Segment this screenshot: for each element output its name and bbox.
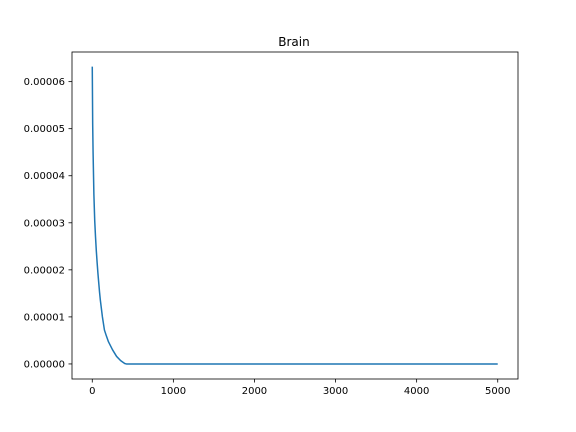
y-tick-label: 0.00002 (24, 265, 65, 276)
plot-series (91, 66, 498, 365)
y-tick-label: 0.00003 (24, 218, 65, 229)
x-axis: 0 1000 2000 3000 4000 5000 (89, 379, 510, 397)
x-tick-label: 1000 (161, 386, 186, 397)
plot-frame (71, 51, 519, 380)
y-tick-label: 0.00005 (24, 124, 65, 135)
x-tick-label: 3000 (323, 386, 348, 397)
x-tick-label: 4000 (404, 386, 429, 397)
chart-title: Brain (278, 35, 309, 49)
y-tick-label: 0.00006 (24, 77, 65, 88)
y-tick-label: 0.00004 (24, 171, 65, 182)
y-tick-label: 0.00000 (24, 359, 65, 370)
x-tick-label: 0 (89, 386, 95, 397)
x-tick-label: 2000 (242, 386, 267, 397)
series-line (91, 66, 498, 365)
y-axis: 0.00000 0.00001 0.00002 0.00003 0.00004 0.000… (24, 77, 72, 370)
x-tick-label: 5000 (485, 386, 510, 397)
y-tick-label: 0.00001 (24, 312, 65, 323)
